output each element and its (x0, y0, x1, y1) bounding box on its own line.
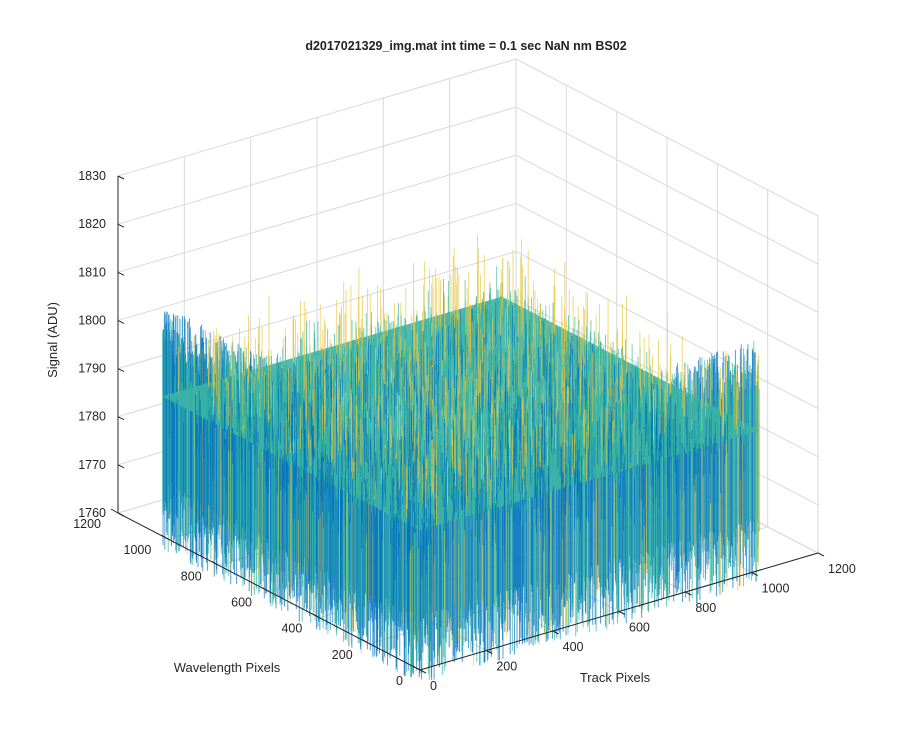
grid-line (515, 58, 819, 217)
chart-title: d2017021329_img.mat int time = 0.1 sec N… (305, 39, 626, 53)
grid-line (117, 154, 517, 273)
grid-line (515, 202, 819, 361)
surface-plot (162, 234, 760, 681)
grid-line (515, 106, 819, 265)
grid-line (515, 154, 819, 313)
grid-line (117, 202, 517, 321)
grid-line (117, 58, 517, 177)
grid-line (117, 106, 517, 225)
